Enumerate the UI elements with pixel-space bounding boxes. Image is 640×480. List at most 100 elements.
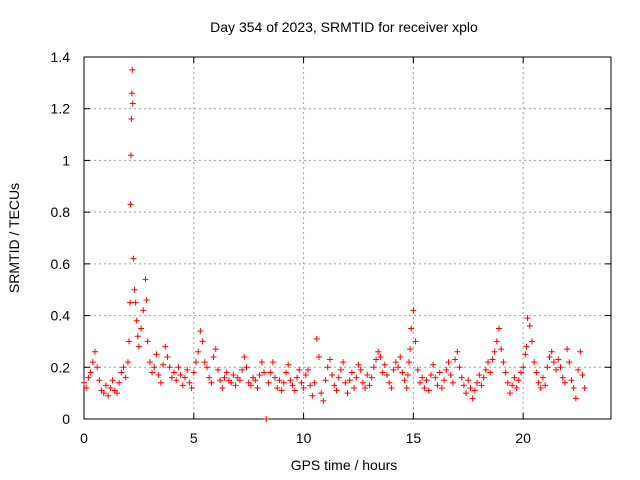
data-point [307, 382, 314, 389]
data-point [192, 359, 199, 366]
data-point [164, 353, 171, 360]
data-point [370, 364, 377, 371]
data-point [232, 382, 239, 389]
data-point [548, 348, 555, 355]
data-points [81, 66, 588, 422]
data-point [155, 372, 162, 379]
data-point [535, 379, 542, 386]
data-point [528, 338, 535, 345]
data-point [404, 372, 411, 379]
data-point [407, 346, 414, 353]
data-point [550, 359, 557, 366]
data-point [212, 346, 219, 353]
data-point [142, 276, 149, 283]
data-point [480, 374, 487, 381]
data-point [397, 353, 404, 360]
data-point [441, 377, 448, 384]
data-point [375, 348, 382, 355]
data-point [546, 353, 553, 360]
data-point [346, 377, 353, 384]
data-point [102, 382, 109, 389]
data-point [276, 377, 283, 384]
data-point [285, 361, 292, 368]
data-point [458, 374, 465, 381]
data-point [524, 315, 531, 322]
data-point [223, 369, 230, 376]
data-point [392, 359, 399, 366]
data-point [467, 384, 474, 391]
grid-lines [84, 57, 611, 419]
data-point [513, 384, 520, 391]
data-point [353, 374, 360, 381]
data-point [149, 369, 156, 376]
data-point [203, 364, 210, 371]
data-point [326, 356, 333, 363]
x-tick-label: 0 [80, 430, 88, 446]
data-point [298, 379, 305, 386]
data-point [168, 374, 175, 381]
data-point [469, 395, 476, 402]
data-point [553, 366, 560, 373]
data-point [302, 372, 309, 379]
data-point [144, 338, 151, 345]
y-tick-label: 1.4 [51, 49, 71, 65]
data-point [128, 90, 135, 97]
data-point [254, 384, 261, 391]
data-point [91, 348, 98, 355]
data-point [581, 384, 588, 391]
data-point [263, 416, 270, 422]
data-point [515, 377, 522, 384]
data-point [116, 379, 123, 386]
data-point [381, 361, 388, 368]
data-point [493, 338, 500, 345]
data-point [287, 377, 294, 384]
data-point [340, 359, 347, 366]
data-point [421, 384, 428, 391]
data-point [388, 384, 395, 391]
plot-frame [83, 56, 612, 420]
data-point [414, 366, 421, 373]
data-point [425, 387, 432, 394]
data-point [434, 382, 441, 389]
y-tick-label: 0.8 [51, 204, 71, 220]
data-point [105, 392, 112, 399]
data-point [133, 317, 140, 324]
data-point [228, 379, 235, 386]
data-point [463, 390, 470, 397]
data-point [390, 366, 397, 373]
data-point [190, 369, 197, 376]
data-point [134, 333, 141, 340]
data-point [96, 377, 103, 384]
data-point [94, 364, 101, 371]
data-point [344, 390, 351, 397]
data-point [296, 366, 303, 373]
data-point [131, 286, 138, 293]
data-point [118, 369, 125, 376]
data-point [289, 382, 296, 389]
data-point [206, 374, 213, 381]
data-point [526, 322, 533, 329]
data-point [261, 369, 268, 376]
data-point [171, 369, 178, 376]
data-point [337, 366, 344, 373]
x-tick-label: 20 [515, 430, 531, 446]
data-point [318, 390, 325, 397]
data-point [476, 372, 483, 379]
data-point [177, 372, 184, 379]
chart-title: Day 354 of 2023, SRMTID for receiver xpl… [210, 19, 478, 35]
y-tick-label: 0.4 [51, 308, 71, 324]
data-point [564, 346, 571, 353]
data-point [572, 395, 579, 402]
data-point [373, 356, 380, 363]
data-point [456, 364, 463, 371]
data-point [331, 382, 338, 389]
data-point [452, 356, 459, 363]
data-point [502, 369, 509, 376]
data-point [291, 387, 298, 394]
data-point [146, 359, 153, 366]
data-point [219, 384, 226, 391]
data-point [120, 364, 127, 371]
data-point [311, 379, 318, 386]
data-point [449, 379, 456, 386]
data-point [214, 366, 221, 373]
